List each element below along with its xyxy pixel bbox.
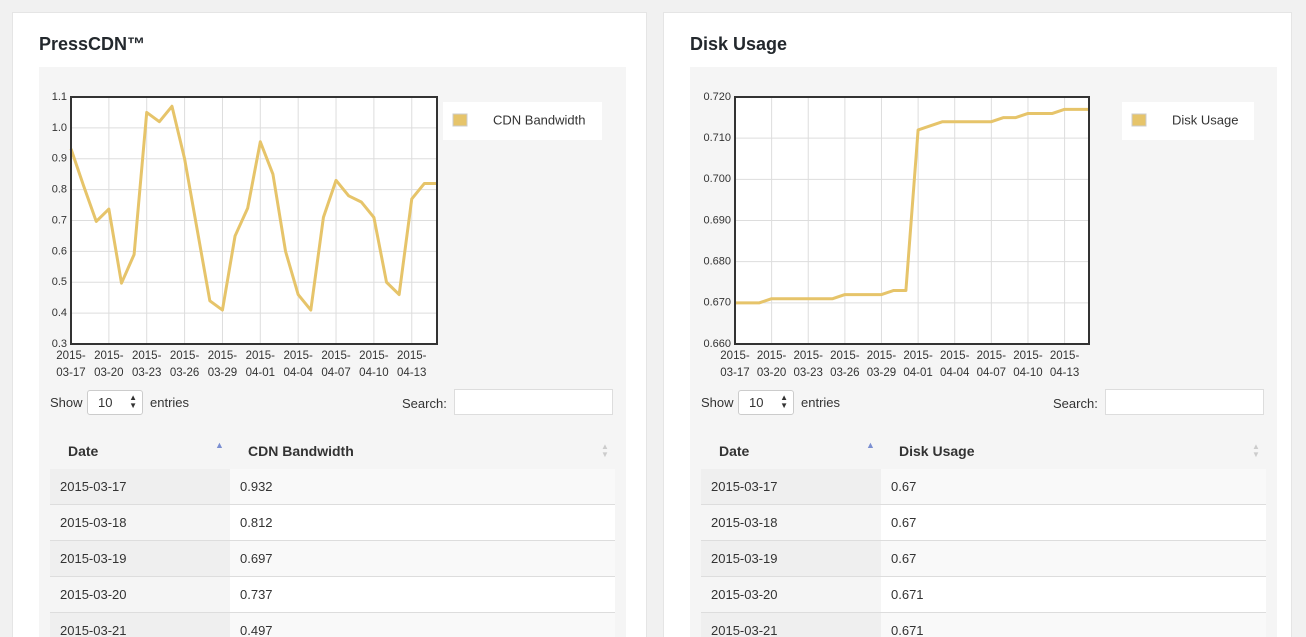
plot-border xyxy=(734,96,1090,345)
y-tick-label: 0.700 xyxy=(703,173,731,185)
legend-label: Disk Usage xyxy=(1172,112,1238,127)
plot-border xyxy=(70,96,438,345)
sort-asc-icon: ▲ xyxy=(866,440,875,450)
page-size-value: 10 xyxy=(749,395,764,410)
x-tick-label: 2015-04-04 xyxy=(283,350,313,379)
legend-box xyxy=(443,102,602,140)
x-tick-label: 2015-04-07 xyxy=(976,350,1007,379)
value-cell: 0.737 xyxy=(230,577,615,613)
y-tick-label: 0.690 xyxy=(703,214,731,226)
search-input[interactable] xyxy=(454,389,613,415)
x-tick-label: 2015-03-26 xyxy=(830,350,860,379)
page-size-select[interactable]: 10 ▲ ▼ xyxy=(87,390,143,415)
x-tick-label: 2015-04-01 xyxy=(245,350,275,379)
value-cell: 0.812 xyxy=(230,505,615,541)
page-size-select[interactable]: 10 ▲ ▼ xyxy=(738,390,794,415)
value-cell: 0.671 xyxy=(881,613,1266,637)
date-cell: 2015-03-21 xyxy=(50,613,230,637)
y-tick-label: 0.5 xyxy=(52,276,67,288)
x-tick-label: 2015-03-20 xyxy=(94,350,124,379)
legend-label: CDN Bandwidth xyxy=(493,112,586,127)
value-cell: 0.932 xyxy=(230,469,615,505)
x-tick-label: 2015-03-17 xyxy=(56,350,86,379)
x-tick-label: 2015-03-26 xyxy=(169,350,200,379)
line-series xyxy=(69,104,437,312)
y-tick-label: 0.4 xyxy=(52,307,67,319)
legend-swatch xyxy=(1131,113,1147,127)
line-series xyxy=(735,107,1089,305)
x-tick-label: 2015-04-04 xyxy=(940,350,970,379)
panel-title: Disk Usage xyxy=(690,34,788,54)
column-header[interactable]: CDN Bandwidth xyxy=(248,443,354,459)
y-tick-label: 0.660 xyxy=(703,338,731,350)
y-tick-label: 0.670 xyxy=(703,297,731,309)
search-input[interactable] xyxy=(1105,389,1264,415)
y-tick-label: 0.720 xyxy=(703,91,731,103)
panel-body: 0.3 0.4 0.5 0.6 0.7 0.8 0.9 1.0 1.1 CDN Bandwidth… xyxy=(39,67,626,637)
y-tick-label: 0.3 xyxy=(52,338,67,350)
date-cell: 2015-03-17 xyxy=(701,469,881,505)
column-header[interactable]: Date xyxy=(719,443,750,459)
page-size-value: 10 xyxy=(98,395,113,410)
select-arrows: ▲ ▼ xyxy=(780,393,788,410)
search-label: Search: xyxy=(402,396,447,411)
sort-asc-icon: ▲ xyxy=(215,440,224,450)
x-tick-label: 2015-04-01 xyxy=(903,350,933,379)
show-label: Show xyxy=(701,395,734,410)
date-cell: 2015-03-18 xyxy=(701,505,881,541)
x-tick-label: 2015-04-10 xyxy=(359,350,389,379)
date-cell: 2015-03-20 xyxy=(701,577,881,613)
x-tick-label: 2015-03-29 xyxy=(207,350,238,379)
value-cell: 0.67 xyxy=(881,505,1266,541)
date-cell: 2015-03-19 xyxy=(701,541,881,577)
panel: PressCDN™ 0.3 0.4 0.5 0.6 0.7 0.8 0.9 1.0 1.1 CDN … xyxy=(12,12,647,637)
show-label: Show xyxy=(50,395,83,410)
sort-icon: ▲ ▼ xyxy=(1252,442,1260,459)
value-cell: 0.671 xyxy=(881,577,1266,613)
entries-label: entries xyxy=(801,395,841,410)
x-tick-label: 2015-04-13 xyxy=(1049,350,1080,379)
sort-icon: ▲ ▼ xyxy=(601,442,609,459)
value-cell: 0.697 xyxy=(230,541,615,577)
x-tick-label: 2015-03-17 xyxy=(720,350,750,379)
y-tick-label: 0.7 xyxy=(52,214,67,226)
y-tick-label: 1.0 xyxy=(52,122,67,134)
y-tick-label: 0.710 xyxy=(703,132,731,144)
value-cell: 0.497 xyxy=(230,613,615,637)
panel: Disk Usage 0.660 0.670 0.680 0.690 0.700 0.710… xyxy=(663,12,1292,637)
x-tick-label: 2015-04-13 xyxy=(397,350,427,379)
chart: 0.3 0.4 0.5 0.6 0.7 0.8 0.9 1.0 1.1 CDN Bandwidth xyxy=(52,91,602,350)
panel-body: 0.660 0.670 0.680 0.690 0.700 0.710 0.720 Disk … xyxy=(690,67,1277,637)
y-tick-label: 0.9 xyxy=(52,153,67,165)
value-cell: 0.67 xyxy=(881,541,1266,577)
entries-label: entries xyxy=(150,395,190,410)
column-header[interactable]: Date xyxy=(68,443,99,459)
legend-swatch xyxy=(452,113,468,127)
y-tick-label: 1.1 xyxy=(52,91,67,103)
select-arrows: ▲ ▼ xyxy=(129,393,137,410)
x-tick-label: 2015-03-23 xyxy=(132,350,162,379)
date-cell: 2015-03-19 xyxy=(50,541,230,577)
y-tick-label: 0.6 xyxy=(52,245,67,257)
date-cell: 2015-03-20 xyxy=(50,577,230,613)
date-cell: 2015-03-21 xyxy=(701,613,881,637)
chart: 0.660 0.670 0.680 0.690 0.700 0.710 0.720 Disk … xyxy=(703,91,1254,350)
date-cell: 2015-03-18 xyxy=(50,505,230,541)
y-tick-label: 0.680 xyxy=(703,256,731,268)
y-tick-label: 0.8 xyxy=(52,184,67,196)
x-tick-label: 2015-04-07 xyxy=(321,350,351,379)
x-tick-label: 2015-03-29 xyxy=(866,350,897,379)
x-tick-label: 2015-03-20 xyxy=(756,350,787,379)
search-label: Search: xyxy=(1053,396,1098,411)
x-tick-label: 2015-03-23 xyxy=(793,350,823,379)
column-header[interactable]: Disk Usage xyxy=(899,443,975,459)
x-tick-label: 2015-04-10 xyxy=(1013,350,1043,379)
value-cell: 0.67 xyxy=(881,469,1266,505)
date-cell: 2015-03-17 xyxy=(50,469,230,505)
panel-title: PressCDN™ xyxy=(39,34,146,54)
